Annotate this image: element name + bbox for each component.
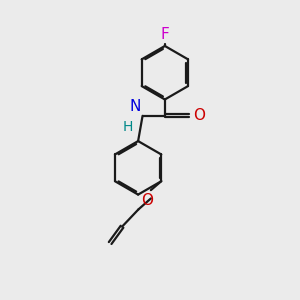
Text: O: O [194,108,206,123]
Text: F: F [160,27,169,42]
Text: H: H [123,120,133,134]
Text: O: O [141,193,153,208]
Text: N: N [130,99,141,114]
